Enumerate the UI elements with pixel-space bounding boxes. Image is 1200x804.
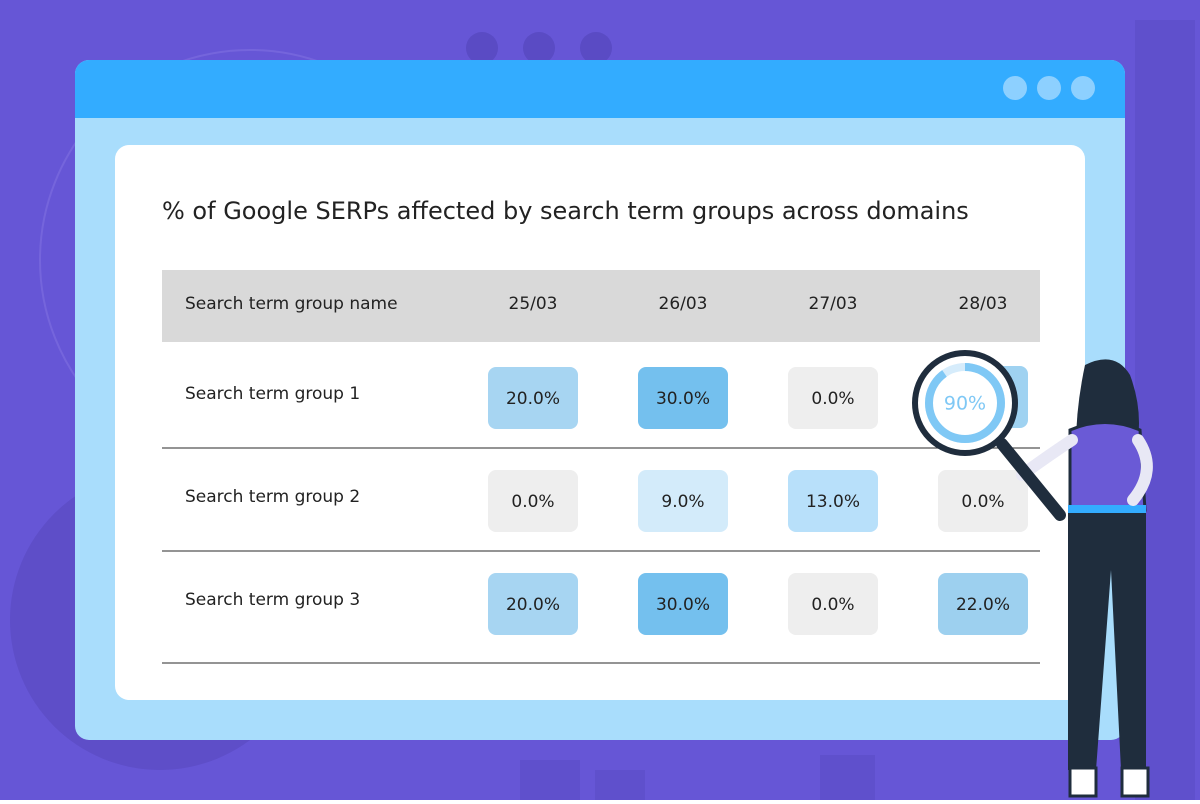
column-header: 28/03: [959, 294, 1008, 314]
column-header: 27/03: [809, 294, 858, 314]
cell-value: 22.0%: [956, 595, 1010, 615]
cell-value: 13.0%: [806, 492, 860, 512]
cell-value: 20.0%: [506, 389, 560, 409]
window-buttons: [1003, 76, 1095, 100]
browser-bar: [75, 60, 1125, 118]
table-title: % of Google SERPs affected by search ter…: [162, 197, 969, 225]
row-label: Search term group 2: [185, 487, 360, 507]
cell-box: [788, 573, 878, 635]
cell-value: 0.0%: [811, 595, 854, 615]
column-header: 25/03: [509, 294, 558, 314]
row-label: Search term group 1: [185, 384, 360, 404]
cell-value: 30.0%: [656, 595, 710, 615]
cell-box: [938, 573, 1028, 635]
cell-box: [488, 573, 578, 635]
column-header: 26/03: [659, 294, 708, 314]
cell-value: 30.0%: [656, 389, 710, 409]
magnifier: 90%: [912, 350, 1066, 521]
cell-value: 9.0%: [661, 492, 704, 512]
cell-box: [488, 367, 578, 429]
cell-box: [488, 470, 578, 532]
header-row: [162, 270, 1040, 342]
decor-bars: [520, 20, 1195, 800]
cell-box: [638, 470, 728, 532]
cell-value: 20.0%: [506, 595, 560, 615]
cell-value: 0.0%: [511, 492, 554, 512]
magnifier-label: 90%: [944, 393, 986, 415]
column-header: Search term group name: [185, 294, 398, 314]
cell-value: 0.0%: [961, 492, 1004, 512]
cell-box: [638, 367, 728, 429]
decor-dots: [466, 32, 612, 64]
cell-box: [638, 573, 728, 635]
cell-box: [788, 367, 878, 429]
table: Search term group name 25/03 26/03 27/03 28/…: [162, 294, 1040, 664]
cell-box: [938, 470, 1028, 532]
row-label: Search term group 3: [185, 590, 360, 610]
cell-box: [788, 470, 878, 532]
cell-value: 0.0%: [811, 389, 854, 409]
